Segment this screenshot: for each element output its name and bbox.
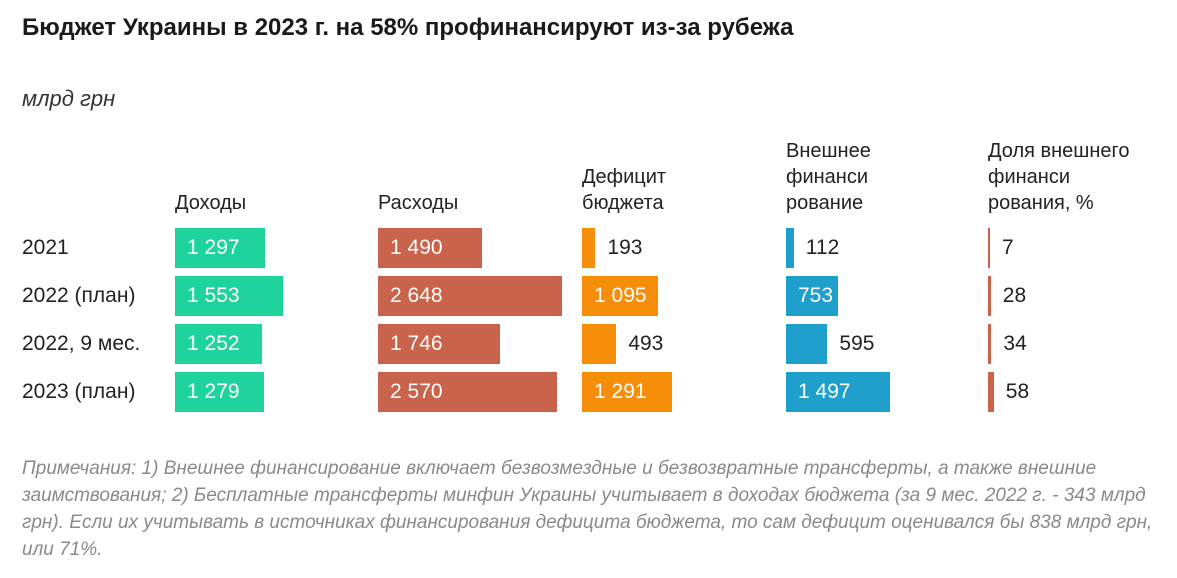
value-label-share: 28 [1002,284,1027,307]
bar-income [175,228,266,268]
column-header-external: Внешнее финанси рование [786,138,871,216]
bar-income [175,372,265,412]
column-header-line: Дефицит [582,166,667,188]
bar-expenses [378,372,557,412]
column-header-deficit: Дефицит бюджета [582,164,666,216]
value-label-income: 1 297 [187,236,240,259]
column-header-line: финанси [988,166,1071,188]
bar-expenses [378,324,500,364]
value-label-expenses: 2 648 [390,284,443,307]
bar-external [786,228,794,268]
value-label-expenses: 1 490 [390,236,443,259]
value-label-income: 1 252 [187,332,240,355]
column-header-line: Внешнее [786,140,871,162]
bar-deficit [582,372,672,412]
value-label-expenses: 1 746 [390,332,443,355]
row-label: 2022 (план) [22,284,136,307]
bar-share [988,372,994,412]
bar-deficit [582,228,596,268]
column-header-line: Доходы [175,192,247,214]
row-label: 2023 (план) [22,380,136,403]
value-label-external: 112 [805,236,840,259]
bar-income [175,276,284,316]
bar-share [988,324,992,364]
column-header-line: Расходы [378,192,459,214]
column-header-line: Доля внешнего [988,140,1130,162]
value-label-external: 753 [798,284,834,307]
column-header-income: Доходы [175,190,246,216]
row-label: 2021 [22,236,69,259]
value-label-share: 34 [1003,332,1027,355]
bar-expenses [378,276,563,316]
value-label-deficit: 193 [607,236,643,259]
column-header-line: финанси [786,166,869,188]
column-header-share: Доля внешнего финанси рования, % [988,138,1130,216]
bar-external [786,276,839,316]
value-label-share: 58 [1005,380,1030,403]
column-header-line: рование [786,192,864,214]
value-label-external: 595 [839,332,875,355]
value-label-income: 1 553 [187,284,240,307]
chart-title: Бюджет Украины в 2023 г. на 58% профинан… [22,14,794,41]
value-label-share: 7 [1002,236,1014,259]
bar-external [786,324,828,364]
bar-deficit [582,324,617,364]
bar-external [786,372,891,412]
bar-deficit [582,276,659,316]
chart-units: млрд грн [22,86,116,111]
column-header-line: рования, % [988,192,1094,214]
value-label-deficit: 493 [628,332,664,355]
bar-share [988,228,990,268]
bar-share [988,276,991,316]
row-label: 2022, 9 мес. [22,332,141,355]
footnote: Примечания: 1) Внешнее финансирование вк… [22,458,1153,560]
value-label-deficit: 1 291 [594,380,647,403]
bar-expenses [378,228,482,268]
value-label-expenses: 2 570 [390,380,443,403]
bar-income [175,324,263,364]
column-header-expenses: Расходы [378,190,458,216]
value-label-deficit: 1 095 [594,284,647,307]
value-label-income: 1 279 [187,380,240,403]
value-label-external: 1 497 [798,380,851,403]
column-header-line: бюджета [582,192,664,214]
